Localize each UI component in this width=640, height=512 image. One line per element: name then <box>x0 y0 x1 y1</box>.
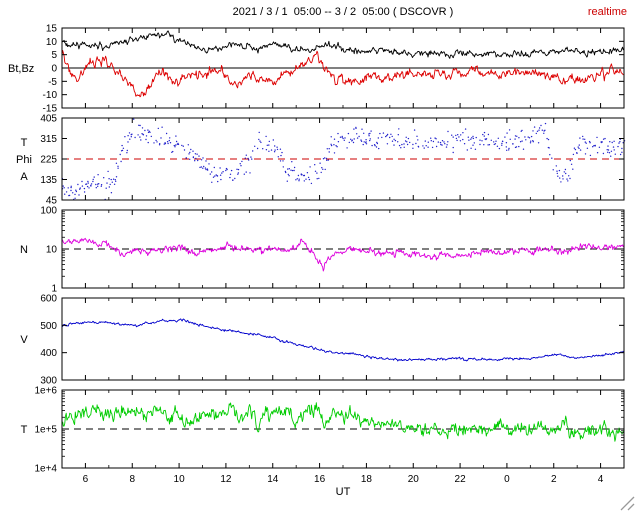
svg-text:8: 8 <box>129 474 135 485</box>
resize-grip-icon[interactable] <box>620 496 635 511</box>
svg-text:22: 22 <box>455 474 467 485</box>
svg-text:315: 315 <box>40 134 57 145</box>
svg-text:6: 6 <box>83 474 89 485</box>
svg-text:1: 1 <box>51 284 57 295</box>
x-axis-tick-labels: 6 8 10 12 14 16 18 20 22 0 2 4 <box>83 474 604 485</box>
svg-text:10: 10 <box>46 37 58 48</box>
svg-text:20: 20 <box>408 474 420 485</box>
panel-n-ylabel: N <box>20 244 28 256</box>
svg-text:0: 0 <box>504 474 510 485</box>
svg-text:1e+4: 1e+4 <box>34 464 57 475</box>
panel-phi-ylabel: Phi <box>16 154 32 166</box>
svg-text:1e+5: 1e+5 <box>34 425 57 436</box>
x-axis-label: UT <box>335 486 351 498</box>
panel-bt_bz-ylabel: Bt,Bz <box>8 63 34 75</box>
panel-phi-ylabel: T <box>21 137 28 149</box>
svg-text:15: 15 <box>46 24 58 35</box>
svg-text:10: 10 <box>174 474 186 485</box>
panel-phi: 45 135 225 315 405 T Phi A <box>16 114 626 207</box>
svg-text:45: 45 <box>46 196 58 207</box>
svg-text:100: 100 <box>40 206 57 217</box>
plot-title: 2021 / 3 / 1 05:00 -- 3 / 2 05:00 ( DSCO… <box>232 6 454 18</box>
svg-text:14: 14 <box>267 474 279 485</box>
svg-text:16: 16 <box>314 474 326 485</box>
svg-text:400: 400 <box>40 348 57 359</box>
svg-text:10: 10 <box>46 245 58 256</box>
svg-text:2: 2 <box>551 474 557 485</box>
panel-n: 1 10 100 N <box>20 206 625 295</box>
panel-t: 1e+4 1e+5 1e+6 T <box>21 386 625 475</box>
svg-text:12: 12 <box>220 474 232 485</box>
svg-text:135: 135 <box>40 175 57 186</box>
svg-text:18: 18 <box>361 474 373 485</box>
svg-text:-5: -5 <box>48 77 57 88</box>
svg-text:-15: -15 <box>43 104 58 115</box>
svg-text:4: 4 <box>598 474 604 485</box>
svg-text:405: 405 <box>40 114 57 125</box>
svg-text:1e+6: 1e+6 <box>34 386 57 397</box>
svg-text:600: 600 <box>40 294 57 305</box>
svg-text:300: 300 <box>40 376 57 387</box>
panel-phi-ylabel: A <box>20 171 28 183</box>
panel-t-ylabel: T <box>21 424 28 436</box>
svg-text:-10: -10 <box>43 90 58 101</box>
svg-text:500: 500 <box>40 321 57 332</box>
svg-text:225: 225 <box>40 155 57 166</box>
svg-text:0: 0 <box>51 64 57 75</box>
panel-v-ylabel: V <box>20 334 28 346</box>
realtime-label: realtime <box>587 6 627 18</box>
panel-v: 300 400 500 600 V <box>20 294 625 387</box>
svg-text:5: 5 <box>51 50 57 61</box>
panel-bt_bz: -15 -10 -5 0 5 10 15 Bt,Bz <box>8 24 625 115</box>
